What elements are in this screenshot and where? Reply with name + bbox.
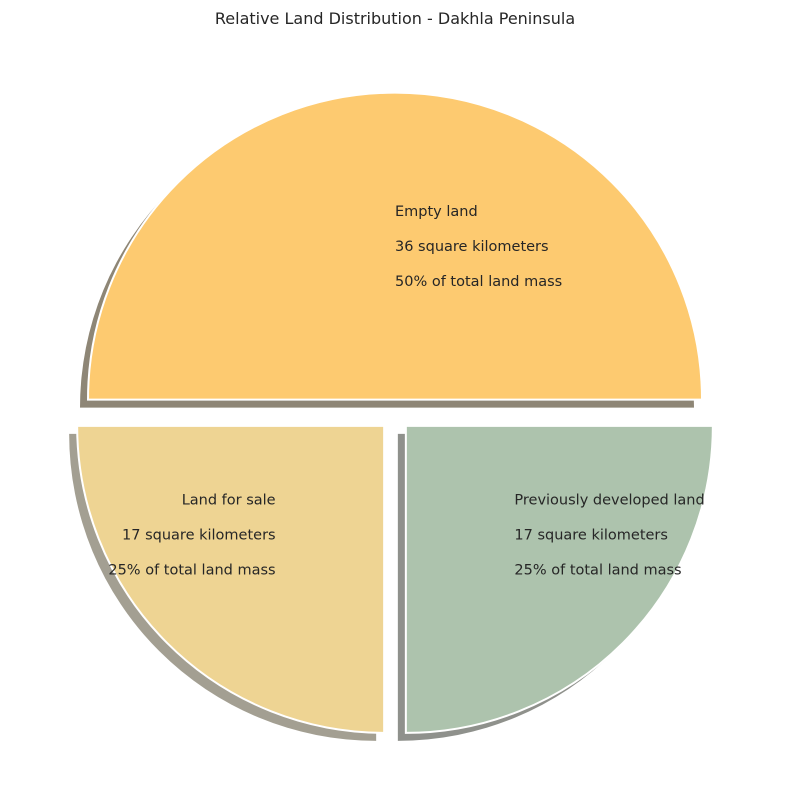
slice-label-name: Previously developed land <box>514 492 704 508</box>
slice-label-name: Land for sale <box>182 492 276 508</box>
slice-previously-developed-land <box>404 424 714 734</box>
slice-label-share: 25% of total land mass <box>108 562 275 578</box>
slice-label-area: 17 square kilometers <box>514 527 668 543</box>
slice-land-for-sale <box>76 424 386 734</box>
chart-title: Relative Land Distribution - Dakhla Peni… <box>215 9 575 28</box>
pie-slices <box>76 91 714 734</box>
slice-label-area: 17 square kilometers <box>122 527 276 543</box>
slice-label-name: Empty land <box>395 204 478 220</box>
slice-empty-land <box>86 91 704 401</box>
slice-label-area: 36 square kilometers <box>395 239 549 255</box>
slice-label-share: 50% of total land mass <box>395 274 562 290</box>
slice-labels: Empty land 36 square kilometers 50% of tot… <box>108 204 704 578</box>
slice-label-share: 25% of total land mass <box>514 562 681 578</box>
